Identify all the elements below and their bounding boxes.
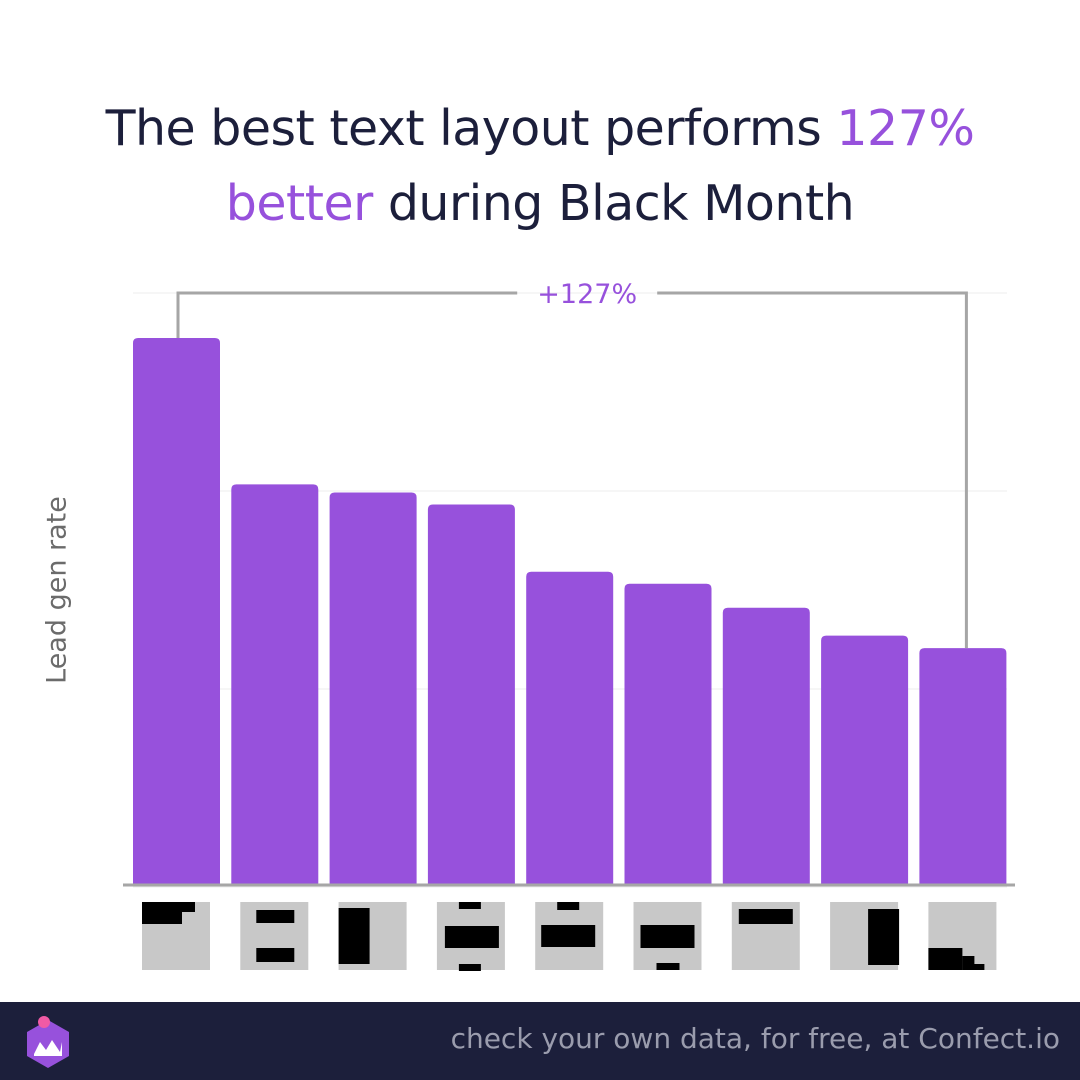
layout-thumbnail-left-tall-column [338, 902, 407, 970]
thumbnail-text-block [142, 902, 195, 912]
difference-bracket: +127% [176, 279, 968, 649]
layout-thumbnail-two-blocks-top-bottom [240, 902, 309, 970]
bar [526, 571, 614, 884]
thumbnail-text-block [962, 964, 985, 970]
bracket-left-line [176, 291, 518, 338]
title-highlight-percent: 127% [836, 99, 975, 157]
thumbnail-text-block [640, 925, 695, 948]
bar [722, 607, 810, 884]
bar [821, 635, 909, 884]
title-part2: during Black Month [372, 174, 855, 232]
thumbnail-text-block [256, 948, 295, 962]
bar [919, 648, 1007, 884]
layout-thumbnail-top-left-stacked [142, 902, 210, 970]
layout-thumbnail-bottom-left-stacked [928, 902, 997, 970]
thumbnail-text-block [656, 963, 680, 970]
footer-cta-text[interactable]: check your own data, for free, at Confec… [450, 1022, 1060, 1055]
thumbnail-text-block [738, 909, 793, 924]
thumbnail-text-block [962, 956, 975, 964]
layout-thumbnail-top-center-bar [731, 902, 800, 970]
thumbnail-text-block [868, 909, 900, 965]
bracket-right-line [657, 291, 968, 649]
bar [624, 583, 712, 884]
confect-logo-icon[interactable] [22, 1014, 74, 1070]
layout-thumbnail-center-with-bottom-tag [633, 902, 702, 970]
bar-chart: +127% [123, 279, 1015, 971]
layout-thumbnail-right-tall-column [830, 902, 900, 970]
footer-bar: check your own data, for free, at Confec… [0, 1002, 1080, 1080]
annotation-label: +127% [537, 279, 637, 310]
bar [231, 484, 319, 884]
thumbnail-text-block [338, 908, 370, 964]
layout-thumbnail-center-two-stack [535, 902, 604, 970]
thumbnail-text-block [928, 948, 963, 970]
thumbnail-text-block [142, 912, 182, 924]
layout-thumbnail-center-three-stack [436, 902, 505, 971]
layout-thumbnails [142, 902, 997, 971]
thumbnail-text-block [541, 925, 596, 947]
thumbnail-text-block [458, 902, 481, 909]
bar [133, 338, 220, 884]
bar [329, 492, 417, 884]
chart-title: The best text layout performs 127% bette… [0, 91, 1080, 241]
title-part1: The best text layout performs [105, 99, 837, 157]
thumbnail-text-block [557, 902, 580, 910]
thumbnail-text-block [444, 926, 499, 948]
thumbnail-text-block [458, 964, 481, 971]
thumbnail-text-block [256, 910, 295, 923]
title-highlight-better: better [225, 174, 373, 232]
bars [133, 338, 1007, 884]
bar [427, 504, 515, 884]
